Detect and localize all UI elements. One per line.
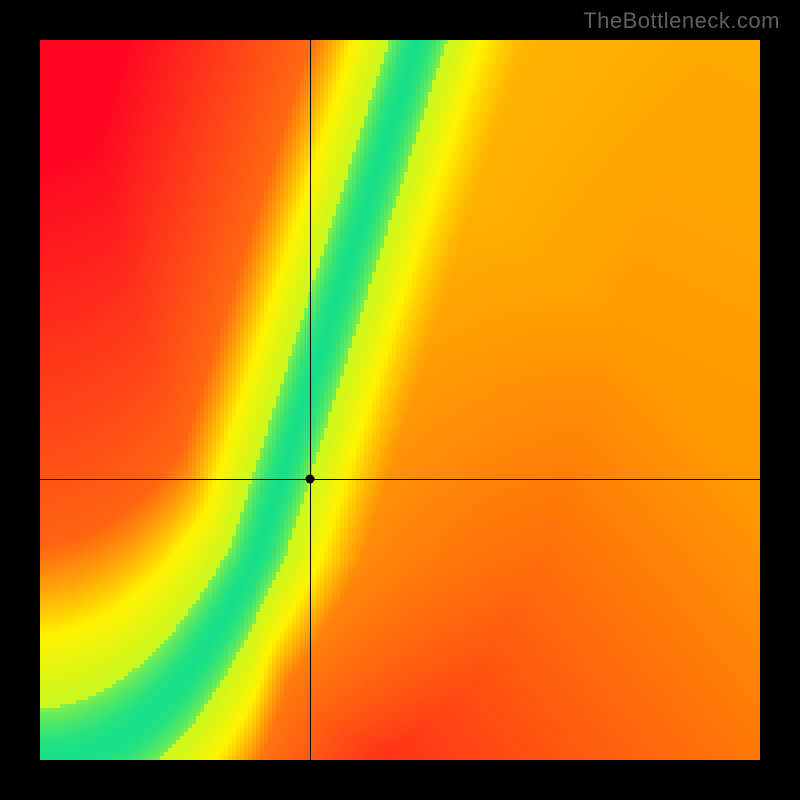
watermark-text: TheBottleneck.com bbox=[583, 8, 780, 34]
crosshair-vertical bbox=[310, 40, 311, 760]
crosshair-horizontal bbox=[40, 479, 760, 480]
marker-dot bbox=[306, 475, 315, 484]
heatmap-canvas bbox=[40, 40, 760, 760]
chart-container: TheBottleneck.com bbox=[0, 0, 800, 800]
plot-area bbox=[40, 40, 760, 760]
